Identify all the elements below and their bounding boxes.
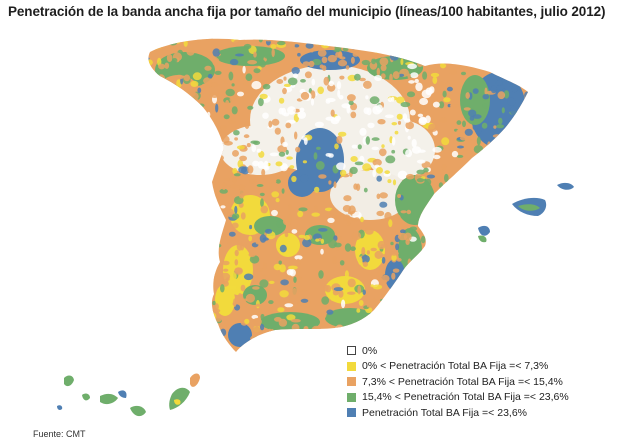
map-title: Penetración de la banda ancha fija por t… <box>8 4 606 19</box>
legend-swatch <box>347 408 356 418</box>
legend-swatch <box>347 346 356 356</box>
legend-swatch <box>347 392 356 402</box>
map-legend: 0% 0% < Penetración Total BA Fija =< 7,3… <box>347 343 569 421</box>
source-note: Fuente: CMT <box>33 429 86 439</box>
legend-label: 0% < Penetración Total BA Fija =< 7,3% <box>362 360 549 373</box>
legend-item: 15,4% < Penetración Total BA Fija =< 23,… <box>347 390 569 406</box>
legend-swatch <box>347 361 356 371</box>
legend-item: Penetración Total BA Fija =< 23,6% <box>347 405 569 421</box>
peninsula <box>148 38 528 353</box>
legend-item: 0% < Penetración Total BA Fija =< 7,3% <box>347 359 569 375</box>
legend-label: 15,4% < Penetración Total BA Fija =< 23,… <box>362 391 569 404</box>
balearic-islands <box>478 182 574 243</box>
legend-item: 0% <box>347 343 569 359</box>
legend-label: 7,3% < Penetración Total BA Fija =< 15,4… <box>362 375 563 388</box>
legend-label: Penetración Total BA Fija =< 23,6% <box>362 406 527 419</box>
canary-islands <box>57 373 200 417</box>
legend-swatch <box>347 377 356 387</box>
legend-label: 0% <box>362 344 378 357</box>
legend-item: 7,3% < Penetración Total BA Fija =< 15,4… <box>347 374 569 390</box>
